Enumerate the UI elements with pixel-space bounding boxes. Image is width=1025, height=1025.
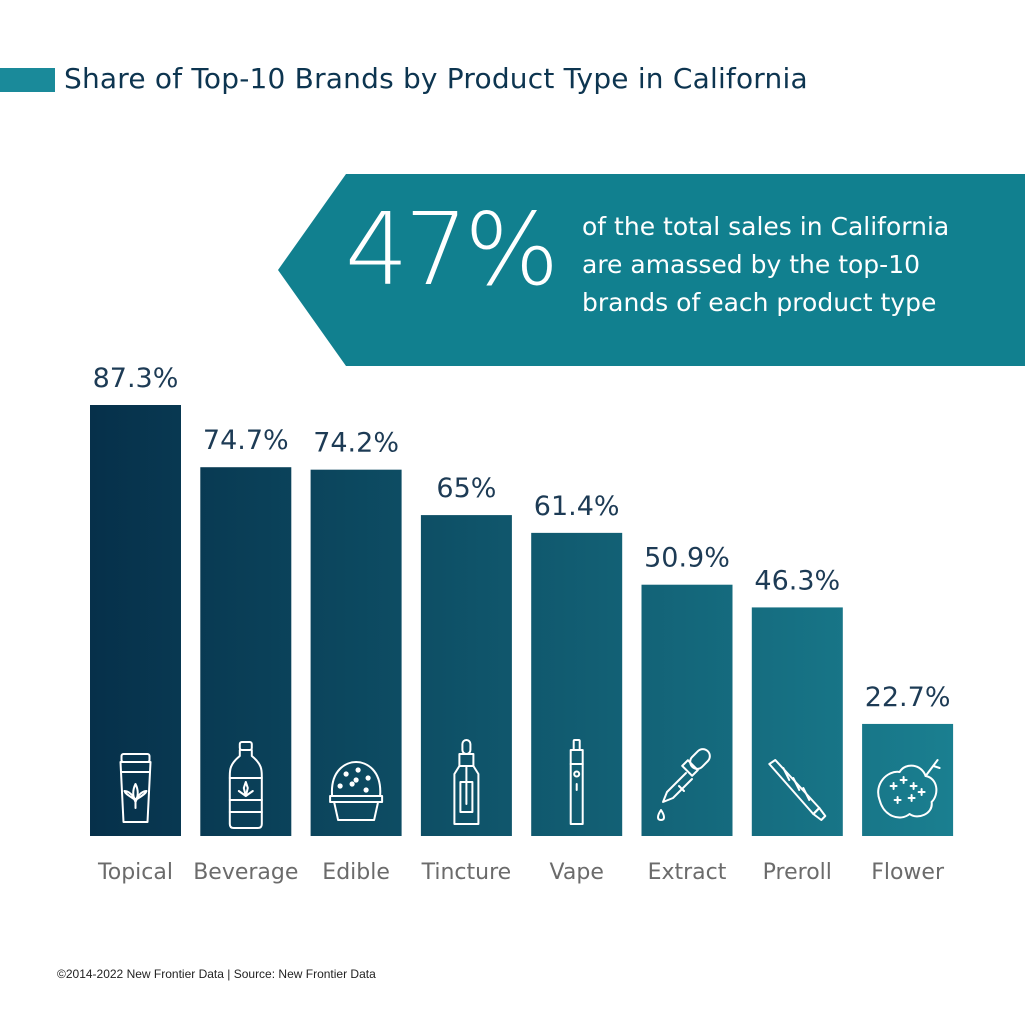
bar-topical <box>90 405 181 836</box>
bar-beverage <box>200 467 292 836</box>
category-label: Tincture <box>421 860 512 885</box>
value-label: 74.2% <box>313 428 399 459</box>
category-label: Beverage <box>193 860 298 885</box>
value-label: 61.4% <box>534 491 620 522</box>
bottle-icon <box>228 741 263 829</box>
value-label: 46.3% <box>754 565 840 596</box>
category-label: Edible <box>322 860 390 885</box>
cannabis-bud-icon <box>877 759 941 819</box>
value-label: 65% <box>436 473 496 504</box>
category-label: Preroll <box>763 860 832 885</box>
callout-text: of the total sales in California are ama… <box>582 208 1012 322</box>
callout-banner <box>278 174 1025 366</box>
category-label: Topical <box>97 860 173 885</box>
chart-title: Share of Top-10 Brands by Product Type i… <box>64 62 808 95</box>
category-label: Flower <box>871 860 945 885</box>
category-label: Vape <box>550 860 604 885</box>
vape-pen-icon <box>569 739 584 825</box>
cupcake-icon <box>329 761 384 821</box>
callout-line: are amassed by the top-10 <box>582 250 921 279</box>
category-label: Extract <box>648 860 727 885</box>
bar-edible <box>310 469 402 836</box>
cream-jar-icon <box>119 753 152 823</box>
bar-extract <box>641 584 733 836</box>
bar-preroll <box>751 607 843 836</box>
value-label: 87.3% <box>93 363 179 394</box>
title-accent-bar <box>0 68 55 92</box>
value-label: 74.7% <box>203 425 289 456</box>
bar-flower <box>862 723 954 836</box>
dropper-bottle-icon <box>453 739 480 825</box>
callout-line: brands of each product type <box>582 288 937 317</box>
value-label: 22.7% <box>865 682 951 713</box>
callout-line: of the total sales in California <box>582 212 950 241</box>
joint-icon <box>768 759 827 821</box>
pipette-icon <box>657 748 711 821</box>
bars-layer: 87.3% Topical 74.7% Beverage 74.2% Edible 65% T… <box>90 363 954 885</box>
value-label: 50.9% <box>644 543 730 574</box>
callout-value: 47% <box>345 191 559 308</box>
footer-source: ©2014-2022 New Frontier Data | Source: N… <box>57 967 376 981</box>
